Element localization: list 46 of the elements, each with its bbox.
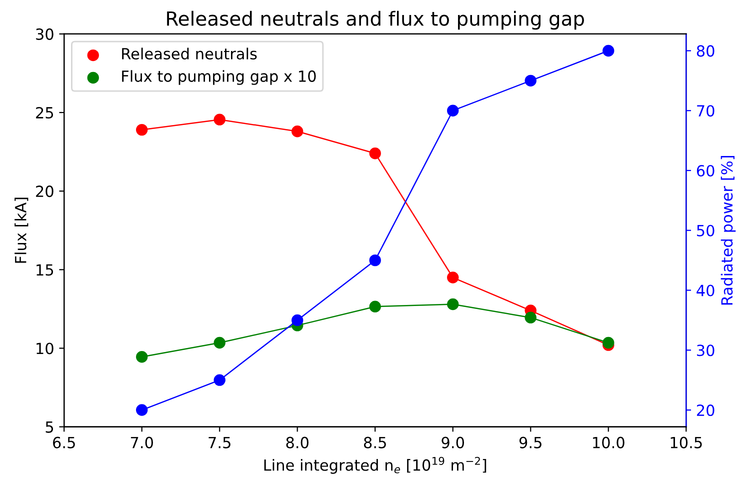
point (602, 336, 614, 349)
y-tick-label: 15 (36, 264, 54, 276)
x-tick-label: 8.0 (286, 436, 308, 448)
point (602, 44, 614, 57)
point (214, 374, 226, 386)
point (292, 126, 304, 138)
y2-axis-title: Radiated power [%] (720, 156, 736, 305)
y2-tick-label: 30 (697, 344, 714, 356)
point (136, 124, 148, 136)
point (447, 272, 459, 284)
legend-label: Flux to pumping gap x 10 (122, 70, 316, 85)
point (136, 351, 148, 363)
y2-tick-label: 40 (696, 284, 714, 296)
y2-tick-label: 50 (697, 224, 714, 236)
y-axis-title: Flux [kA] (14, 198, 28, 263)
x-tick-label: 8.5 (364, 436, 386, 448)
x-tick-label: 7.5 (208, 436, 230, 448)
y-tick-label: 5 (46, 421, 54, 433)
y2-tick-label: 20 (696, 404, 714, 416)
y2-tick-label: 80 (696, 45, 714, 57)
point (136, 404, 148, 416)
point (214, 336, 226, 349)
y-tick-label: 30 (36, 28, 54, 40)
x-tick-label: 9.0 (442, 436, 464, 448)
point (214, 114, 226, 126)
y-tick-label: 20 (36, 186, 54, 198)
x-tick-label: 7.0 (130, 436, 153, 448)
y2-tick-label: 60 (696, 164, 714, 177)
y2-tick-label: 70 (697, 105, 714, 117)
x-axis-title: Line integrated n$_{e}$ [10$^{19}$ m$^{−2}$] (264, 456, 486, 474)
point (369, 254, 381, 266)
x-tick-label: 9.5 (519, 436, 542, 448)
x-tick-label: 6.5 (53, 436, 75, 448)
x-tick-label: 10.5 (670, 436, 702, 448)
point (369, 300, 381, 312)
point (292, 314, 304, 326)
point (524, 312, 536, 324)
point (447, 298, 459, 310)
point (524, 74, 536, 87)
y-tick-label: 25 (36, 106, 54, 119)
legend-label: Released neutrals (122, 48, 257, 60)
chart-title: Released neutrals and flux to pumping gap (167, 10, 584, 30)
y-tick-label: 10 (36, 342, 54, 354)
point (447, 104, 459, 116)
point (369, 148, 381, 160)
x-tick-label: 10.0 (593, 436, 624, 448)
